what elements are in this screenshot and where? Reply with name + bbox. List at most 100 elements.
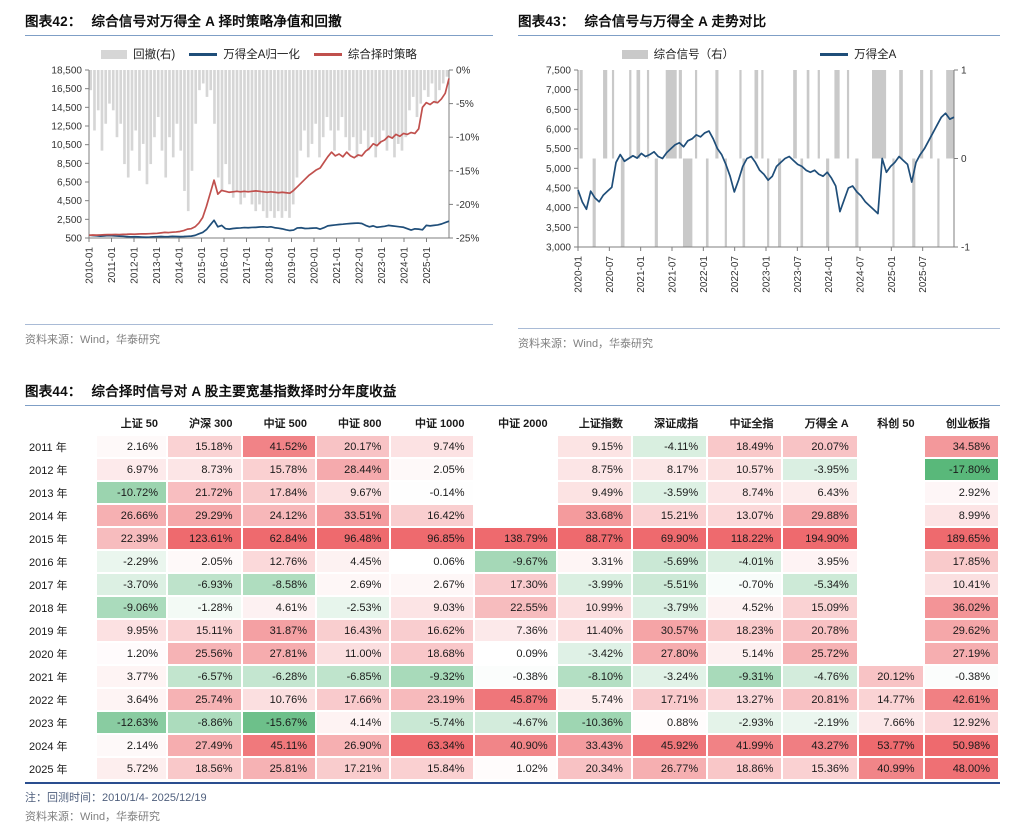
value-cell bbox=[474, 505, 556, 526]
value-cell: -5.51% bbox=[632, 574, 707, 595]
value-cell: -8.58% bbox=[242, 574, 315, 595]
value-cell: 5.14% bbox=[708, 643, 782, 664]
y-axis-left-tick: 2,500 bbox=[57, 215, 82, 226]
value-cell: -2.29% bbox=[97, 551, 167, 572]
value-cell bbox=[858, 620, 923, 641]
legend-item: 回撤(右) bbox=[101, 46, 175, 62]
table-column-header: 上证指数 bbox=[578, 418, 623, 430]
legend-label: 万得全A bbox=[854, 49, 897, 61]
value-cell bbox=[858, 459, 923, 480]
value-cell bbox=[858, 436, 923, 457]
year-cell: 2020 年 bbox=[27, 643, 95, 664]
value-cell: 3.77% bbox=[97, 666, 167, 687]
value-cell: 10.57% bbox=[708, 459, 782, 480]
x-axis-tick: 2025-07 bbox=[918, 256, 929, 293]
value-cell: 33.43% bbox=[557, 735, 631, 756]
value-cell: 8.99% bbox=[924, 505, 998, 526]
x-axis-tick: 2010-01 bbox=[85, 247, 96, 284]
value-cell: -6.57% bbox=[168, 666, 241, 687]
x-axis-tick: 2020-01 bbox=[574, 256, 585, 293]
legend-item: 综合信号（右） bbox=[621, 46, 734, 62]
value-cell: 17.30% bbox=[474, 574, 556, 595]
x-axis-tick: 2022-01 bbox=[699, 256, 710, 293]
value-cell: -9.32% bbox=[391, 666, 473, 687]
value-cell: -9.06% bbox=[97, 597, 167, 618]
value-cell: 20.34% bbox=[557, 758, 631, 779]
y-axis-left-tick: 6,500 bbox=[57, 178, 82, 189]
value-cell: 2.14% bbox=[97, 735, 167, 756]
value-cell: 13.07% bbox=[708, 505, 782, 526]
value-cell: 28.44% bbox=[316, 459, 390, 480]
value-cell: 14.77% bbox=[858, 689, 923, 710]
value-cell: 15.09% bbox=[783, 597, 857, 618]
y-axis-right-tick: -1 bbox=[961, 243, 970, 254]
value-cell: 3.64% bbox=[97, 689, 167, 710]
value-cell: 7.36% bbox=[474, 620, 556, 641]
y-axis-left-tick: 7,000 bbox=[546, 85, 571, 96]
value-cell: 18.68% bbox=[391, 643, 473, 664]
value-cell: 16.42% bbox=[391, 505, 473, 526]
x-axis-tick: 2024-07 bbox=[856, 256, 867, 293]
value-cell: 27.19% bbox=[924, 643, 998, 664]
x-axis-tick: 2018-01 bbox=[265, 247, 276, 284]
value-cell: 16.43% bbox=[316, 620, 390, 641]
x-axis-tick: 2022-07 bbox=[730, 256, 741, 293]
value-cell: 17.71% bbox=[632, 689, 707, 710]
value-cell: 18.23% bbox=[708, 620, 782, 641]
value-cell: 10.99% bbox=[557, 597, 631, 618]
value-cell: 88.77% bbox=[557, 528, 631, 549]
value-cell: 30.57% bbox=[632, 620, 707, 641]
value-cell: 118.22% bbox=[708, 528, 782, 549]
value-cell: 63.34% bbox=[391, 735, 473, 756]
table-row: 2014 年 26.66% 29.29% 24.12% 33.51% 16.42% 33.6… bbox=[27, 505, 998, 526]
value-cell: -15.67% bbox=[242, 712, 315, 733]
value-cell: 8.74% bbox=[708, 482, 782, 503]
value-cell: -10.72% bbox=[97, 482, 167, 503]
legend-label: 回撤(右) bbox=[133, 49, 176, 61]
year-cell: 2018 年 bbox=[27, 597, 95, 618]
table-column-header: 创业板指 bbox=[946, 418, 990, 430]
y-axis-left-tick: 4,500 bbox=[57, 196, 82, 207]
figure-42-legend: 回撤(右) 万得全A归一化 综合择时策略 bbox=[25, 45, 493, 63]
value-cell: 4.52% bbox=[708, 597, 782, 618]
legend-line-swatch bbox=[189, 52, 218, 56]
value-cell: 96.85% bbox=[391, 528, 473, 549]
value-cell: 25.74% bbox=[168, 689, 241, 710]
legend-item: 万得全A归一化 bbox=[189, 46, 300, 62]
figure-43: 图表43： 综合信号与万得全 A 走势对比 综合信号（右） 万得全A 7,500 7,… bbox=[518, 10, 1000, 351]
value-cell: 10.41% bbox=[924, 574, 998, 595]
value-cell: -8.86% bbox=[168, 712, 241, 733]
value-cell: 26.66% bbox=[97, 505, 167, 526]
value-cell: 18.56% bbox=[168, 758, 241, 779]
value-cell: 2.16% bbox=[97, 436, 167, 457]
table-note: 注：回测时间：2010/1/4- 2025/12/19 bbox=[25, 792, 207, 804]
value-cell: -3.99% bbox=[557, 574, 631, 595]
year-cell: 2015 年 bbox=[27, 528, 95, 549]
value-cell bbox=[858, 505, 923, 526]
value-cell: 42.61% bbox=[924, 689, 998, 710]
y-axis-right-tick: 1 bbox=[961, 66, 967, 77]
value-cell: 123.61% bbox=[168, 528, 241, 549]
figure-44-title: 图表44： 综合择时信号对 A 股主要宽基指数择时分年度收益 bbox=[25, 380, 1000, 406]
value-cell: 29.29% bbox=[168, 505, 241, 526]
year-cell: 2014 年 bbox=[27, 505, 95, 526]
y-axis-left-tick: 3,000 bbox=[546, 243, 571, 254]
legend-line-swatch bbox=[313, 52, 342, 56]
y-axis-left-tick: 3,500 bbox=[546, 223, 571, 234]
value-cell: 8.73% bbox=[168, 459, 241, 480]
table-column-header: 沪深 300 bbox=[189, 418, 233, 430]
value-cell: 69.90% bbox=[632, 528, 707, 549]
x-axis-tick: 2025-01 bbox=[422, 247, 433, 284]
x-axis-tick: 2024-01 bbox=[400, 247, 411, 284]
value-cell: 194.90% bbox=[783, 528, 857, 549]
value-cell: -3.24% bbox=[632, 666, 707, 687]
value-cell: -12.63% bbox=[97, 712, 167, 733]
x-axis-tick: 2025-01 bbox=[887, 256, 898, 293]
value-cell: -8.10% bbox=[557, 666, 631, 687]
value-cell: 15.11% bbox=[168, 620, 241, 641]
chart-svg: 7,500 7,000 6,500 6,000 5,500 5,000 4,500 4,000… bbox=[546, 66, 970, 293]
value-cell: -6.93% bbox=[168, 574, 241, 595]
value-cell: 5.72% bbox=[97, 758, 167, 779]
year-cell: 2022 年 bbox=[27, 689, 95, 710]
value-cell: -0.70% bbox=[708, 574, 782, 595]
